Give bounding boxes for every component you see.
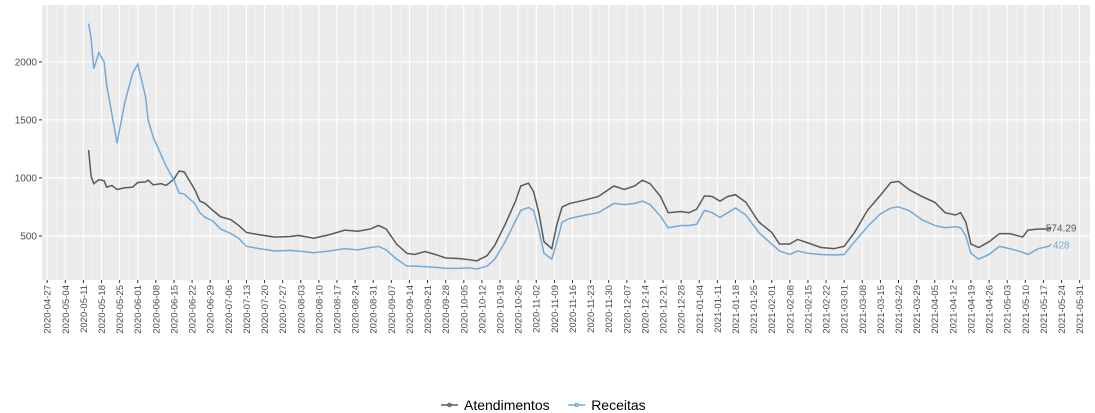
x-tick-label: 2021-03-29 [912,285,923,334]
x-tick-label: 2021-02-15 [803,285,814,334]
x-tick-label: 2021-02-08 [785,285,796,334]
x-tick-label: 2020-09-21 [423,285,434,334]
x-tick-label: 2021-03-15 [876,285,887,334]
x-tick-label: 2021-04-12 [948,285,959,334]
x-tick-label: 2020-07-13 [242,285,253,334]
x-tick-label: 2020-06-29 [206,285,217,334]
x-tick-label: 2020-06-08 [151,285,162,334]
x-tick-label: 2020-06-15 [169,285,180,334]
x-tick-label: 2021-04-26 [985,285,996,334]
x-tick-label: 2020-11-30 [604,285,615,333]
legend-label: Receitas [591,397,645,413]
x-tick-label: 2021-03-08 [858,285,869,334]
y-tick-label: 2000 [15,57,38,68]
legend-key [574,402,580,408]
x-tick-label: 2021-03-22 [894,285,905,334]
x-tick-label: 2021-01-18 [731,285,742,334]
x-tick-label: 2020-09-14 [405,285,416,334]
x-tick-label: 2020-08-24 [351,285,362,334]
x-tick-label: 2020-11-09 [550,285,561,333]
x-tick-label: 2020-06-01 [133,285,144,334]
x-tick-label: 2020-07-20 [260,285,271,334]
x-tick-label: 2020-12-21 [659,285,670,334]
x-tick-label: 2020-08-31 [369,285,380,334]
x-tick-label: 2020-10-26 [514,285,525,334]
x-tick-label: 2020-11-16 [568,285,579,333]
legend-key [447,402,452,408]
series-line [87,23,1052,270]
x-tick-label: 2020-12-28 [677,285,688,334]
x-tick-label: 2020-10-19 [496,285,507,334]
x-tick-label: 2020-07-27 [278,285,289,334]
x-tick-label: 2020-10-05 [459,285,470,334]
y-tick-label: 500 [20,231,37,242]
x-tick-label: 2020-04-27 [43,285,54,334]
x-tick-label: 2020-12-07 [622,285,633,334]
x-tick-label: 2020-08-10 [314,285,325,334]
x-tick-label: 2020-05-18 [97,285,108,334]
x-tick-label: 2021-05-24 [1057,285,1068,334]
x-tick-label: 2021-04-05 [930,285,941,334]
x-tick-label: 2020-11-23 [586,285,597,333]
end-value-label: 428 [1053,240,1070,251]
x-tick-label: 2021-05-10 [1021,285,1032,334]
legend: Atendimentos Receitas [441,397,646,413]
x-tick-label: 2020-09-07 [387,285,398,334]
series-line [87,149,1052,262]
x-tick-label: 2021-02-22 [822,285,833,334]
y-tick-label: 1500 [15,115,38,126]
x-tick-label: 2020-09-28 [441,285,452,334]
x-tick-label: 2020-10-12 [477,285,488,334]
x-tick-label: 2021-03-01 [840,285,851,334]
plot-panel [42,5,1090,280]
legend-label: Atendimentos [464,397,550,413]
x-tick-label: 2020-06-22 [188,285,199,334]
x-tick-label: 2021-01-04 [695,285,706,334]
x-tick-label: 2021-05-03 [1003,285,1014,334]
x-tick-label: 2021-05-31 [1075,285,1086,334]
x-tick-label: 2021-02-01 [767,285,778,334]
x-tick-label: 2020-08-17 [332,285,343,334]
x-tick-label: 2020-12-14 [640,285,651,334]
x-tick-label: 2020-05-25 [115,285,126,334]
end-value-label: 574.29 [1046,223,1077,234]
x-tick-label: 2021-05-17 [1039,285,1050,334]
x-tick-label: 2020-07-06 [224,285,235,334]
x-tick-label: 2021-01-25 [749,285,760,334]
x-tick-label: 2020-05-04 [61,285,72,334]
x-tick-label: 2020-08-03 [296,285,307,334]
x-tick-label: 2020-05-11 [79,285,90,333]
y-tick-label: 1000 [15,173,38,184]
x-tick-label: 2021-04-19 [966,285,977,334]
x-tick-label: 2021-01-11 [713,285,724,333]
x-tick-label: 2020-11-02 [532,285,543,333]
